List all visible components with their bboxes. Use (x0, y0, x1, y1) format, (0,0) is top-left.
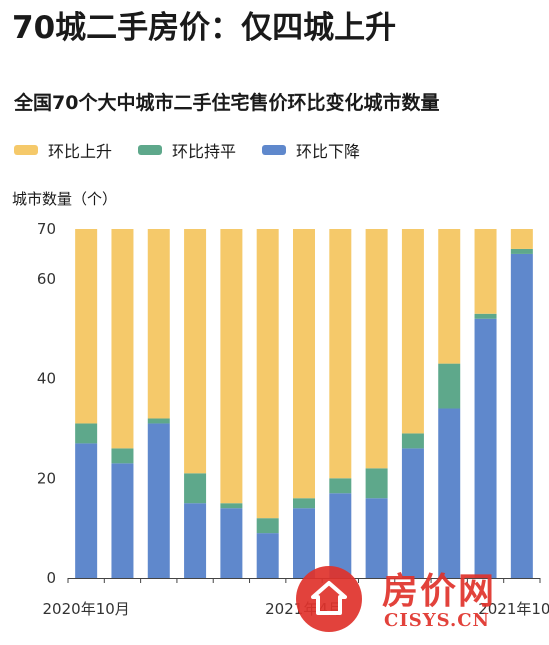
y-tick-label: 20 (37, 469, 56, 487)
bar-segment-down (365, 498, 388, 578)
bar-segment-flat (438, 363, 461, 409)
bar-segment-up (75, 229, 98, 424)
watermark-domain: CISYS.CN (384, 610, 490, 631)
bar-segment-up (474, 229, 497, 314)
bar-segment-up (438, 229, 461, 364)
bar-segment-flat (329, 478, 352, 494)
bar-segment-flat (111, 448, 134, 464)
bar-segment-down (329, 493, 352, 578)
bar-segment-up (401, 229, 424, 434)
bar-segment-up (365, 229, 388, 469)
chart-legend: 环比上升 环比持平 环比下降 (14, 138, 386, 162)
watermark-text: 房价网 (382, 571, 497, 612)
bar-segment-up (220, 229, 243, 504)
bar-segment-flat (365, 468, 388, 499)
bar-segment-down (75, 443, 98, 578)
legend-label-down: 环比下降 (296, 142, 361, 161)
y-tick-label: 40 (37, 370, 56, 388)
bar-segment-flat (184, 473, 207, 504)
bar-segment-down (184, 503, 207, 578)
bar-segment-down (401, 448, 424, 578)
legend-item-flat: 环比持平 (138, 138, 236, 162)
page-headline: 70城二手房价：仅四城上升 (12, 10, 397, 46)
y-tick-label: 60 (37, 270, 56, 288)
legend-label-up: 环比上升 (48, 142, 113, 161)
bar-segment-down (220, 508, 243, 578)
x-tick-label: 2020年10月 (43, 600, 130, 618)
bar-segment-down (438, 408, 461, 578)
bar-segment-down (111, 463, 134, 578)
y-axis-label: 城市数量（个） (12, 190, 118, 208)
bar-segment-down (293, 508, 315, 578)
bar-segment-flat (75, 423, 98, 444)
bar-segment-up (256, 229, 279, 519)
bar-segment-flat (510, 248, 533, 254)
bar-segment-flat (474, 313, 497, 319)
bar-segment-up (293, 229, 315, 499)
bar-segment-up (147, 229, 170, 419)
legend-label-flat: 环比持平 (172, 142, 237, 161)
legend-item-down: 环比下降 (262, 138, 360, 162)
chart-title: 全国70个大中城市二手住宅售价环比变化城市数量 (14, 92, 440, 114)
bar-segment-up (184, 229, 207, 474)
bar-segment-down (474, 318, 497, 578)
legend-swatch-up (14, 145, 38, 155)
y-tick-label: 0 (46, 569, 56, 587)
bar-segment-flat (293, 498, 315, 509)
watermark-logo (296, 566, 362, 632)
watermark: 房价网 CISYS.CN (290, 560, 540, 642)
bar-segment-down (510, 253, 533, 578)
house-icon (311, 581, 347, 615)
bar-segment-down (256, 533, 279, 578)
bar-segment-up (510, 229, 533, 249)
legend-swatch-down (262, 145, 287, 155)
bar-segment-down (147, 423, 170, 578)
y-tick-label: 70 (37, 220, 56, 238)
bar-segment-flat (220, 503, 243, 509)
bar-segment-flat (401, 433, 424, 449)
legend-swatch-flat (138, 145, 163, 155)
legend-item-up: 环比上升 (14, 138, 112, 162)
bar-segment-up (329, 229, 352, 479)
bar-segment-flat (256, 518, 279, 534)
x-tick-label: 2021年10月 (478, 600, 549, 618)
bar-segment-up (111, 229, 134, 449)
bar-segment-flat (147, 418, 170, 424)
